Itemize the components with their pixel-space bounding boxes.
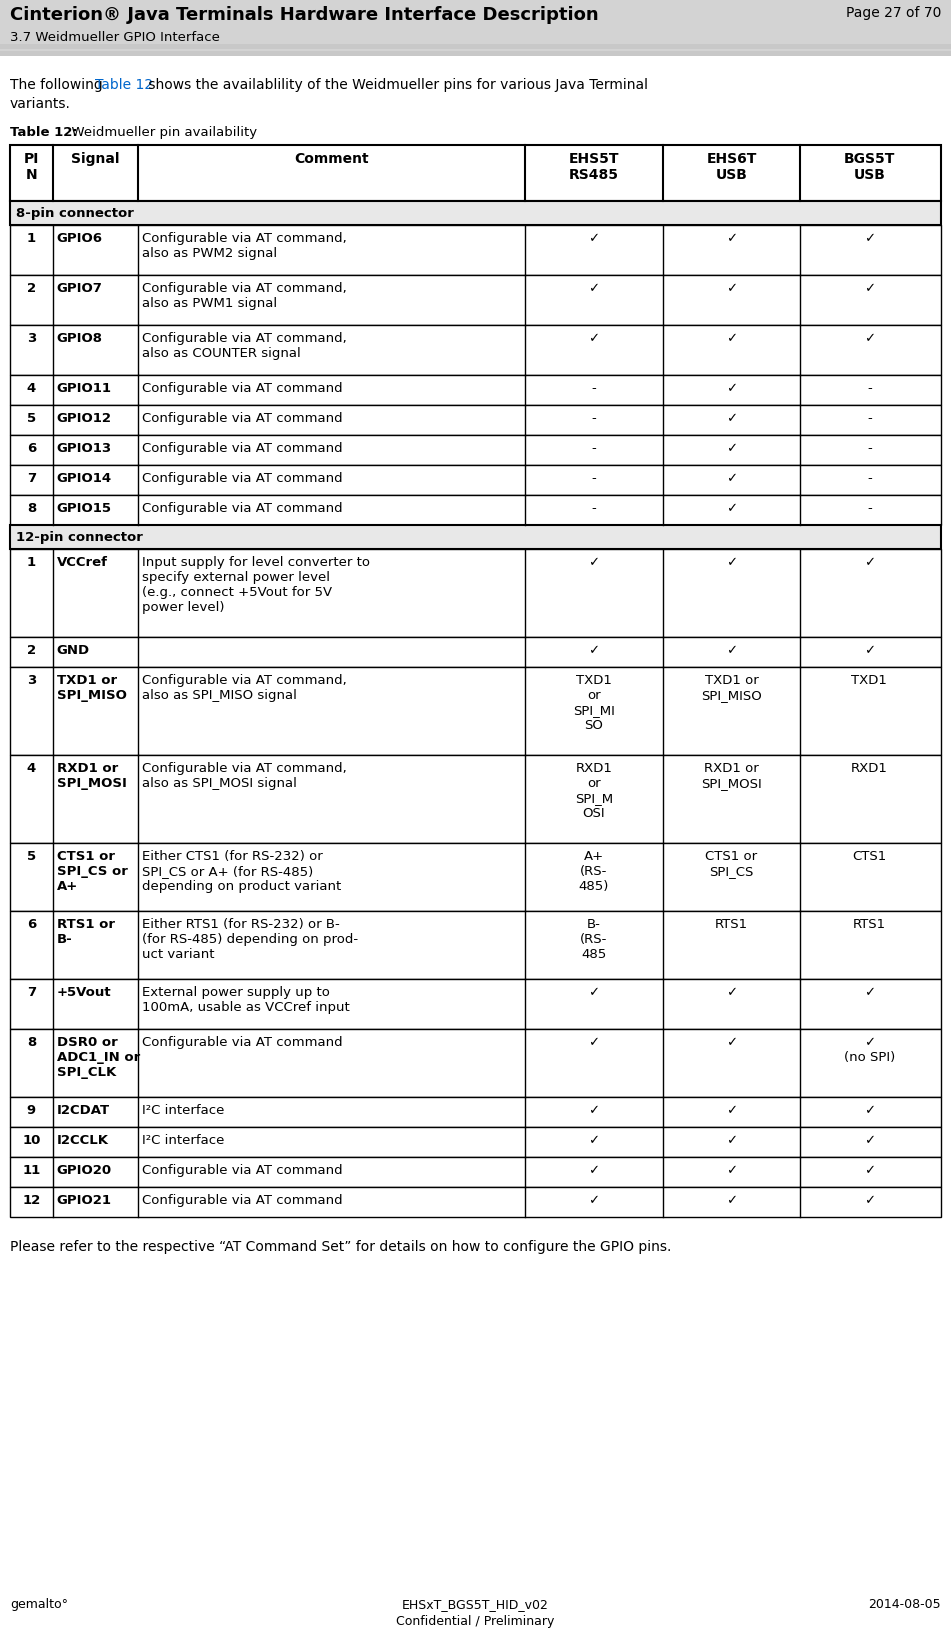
Text: Table 12:: Table 12: — [10, 126, 78, 139]
Text: -: - — [592, 472, 596, 485]
Text: ✓: ✓ — [726, 644, 737, 657]
Text: RTS1: RTS1 — [853, 918, 886, 931]
Text: ✓: ✓ — [726, 1164, 737, 1177]
Text: ✓: ✓ — [726, 411, 737, 425]
Text: -: - — [867, 443, 872, 454]
Text: 3: 3 — [27, 331, 36, 344]
Bar — [10, 436, 941, 465]
Text: VCCref: VCCref — [57, 556, 107, 569]
Text: Configurable via AT command: Configurable via AT command — [143, 411, 343, 425]
Bar — [10, 1128, 941, 1157]
Text: 7: 7 — [27, 472, 36, 485]
Text: shows the availablility of the Weidmueller pins for various Java Terminal: shows the availablility of the Weidmuell… — [145, 79, 649, 92]
Text: ✓: ✓ — [588, 1036, 599, 1049]
Text: Configurable via AT command,
also as PWM1 signal: Configurable via AT command, also as PWM… — [143, 282, 347, 310]
Text: RTS1: RTS1 — [715, 918, 748, 931]
Bar — [10, 1029, 941, 1098]
Text: ✓: ✓ — [588, 644, 599, 657]
Bar — [10, 549, 941, 638]
Text: 3.7 Weidmueller GPIO Interface: 3.7 Weidmueller GPIO Interface — [10, 31, 220, 44]
Text: TXD1 or
SPI_MISO: TXD1 or SPI_MISO — [57, 674, 126, 701]
Bar — [10, 667, 941, 756]
Bar — [0, 52, 951, 57]
Text: EHS6T
USB: EHS6T USB — [707, 152, 757, 182]
Text: Weidmueller pin availability: Weidmueller pin availability — [63, 126, 257, 139]
Text: 6: 6 — [27, 443, 36, 454]
Text: ✓: ✓ — [726, 502, 737, 515]
Text: GPIO13: GPIO13 — [57, 443, 112, 454]
Text: CTS1 or
SPI_CS: CTS1 or SPI_CS — [706, 849, 758, 877]
Bar — [10, 911, 941, 980]
Text: Either CTS1 (for RS-232) or
SPI_CS or A+ (for RS-485)
depending on product varia: Either CTS1 (for RS-232) or SPI_CS or A+… — [143, 849, 341, 893]
Text: External power supply up to
100mA, usable as VCCref input: External power supply up to 100mA, usabl… — [143, 985, 350, 1013]
Text: 8-pin connector: 8-pin connector — [16, 207, 134, 220]
Text: ✓: ✓ — [864, 1133, 875, 1146]
Text: 4: 4 — [27, 382, 36, 395]
Text: I2CDAT: I2CDAT — [57, 1103, 110, 1116]
Text: 9: 9 — [27, 1103, 36, 1116]
Text: GPIO21: GPIO21 — [57, 1193, 112, 1206]
Text: CTS1: CTS1 — [852, 849, 886, 862]
Text: ✓: ✓ — [726, 985, 737, 998]
Text: TXD1 or
SPI_MISO: TXD1 or SPI_MISO — [701, 674, 762, 701]
Bar — [10, 526, 941, 549]
Text: 2: 2 — [27, 644, 36, 657]
Text: RTS1 or
B-: RTS1 or B- — [57, 918, 115, 946]
Bar — [10, 980, 941, 1029]
Text: PI
N: PI N — [24, 152, 39, 182]
Text: 2: 2 — [27, 282, 36, 295]
Text: ✓: ✓ — [864, 644, 875, 657]
Text: 3: 3 — [27, 674, 36, 687]
Text: ✓: ✓ — [864, 282, 875, 295]
Text: variants.: variants. — [10, 97, 71, 111]
Text: ✓: ✓ — [726, 1036, 737, 1049]
Text: ✓: ✓ — [726, 1193, 737, 1206]
Text: GPIO20: GPIO20 — [57, 1164, 112, 1177]
Text: 6: 6 — [27, 918, 36, 931]
Text: 5: 5 — [27, 849, 36, 862]
Text: Configurable via AT command: Configurable via AT command — [143, 1036, 343, 1049]
Text: B-
(RS-
485: B- (RS- 485 — [580, 918, 608, 960]
Text: I²C interface: I²C interface — [143, 1133, 224, 1146]
Text: -: - — [592, 502, 596, 515]
Text: gemalto°: gemalto° — [10, 1596, 68, 1609]
Text: Configurable via AT command: Configurable via AT command — [143, 472, 343, 485]
Text: CTS1 or
SPI_CS or
A+: CTS1 or SPI_CS or A+ — [57, 849, 127, 893]
Bar — [10, 146, 941, 202]
Bar — [10, 495, 941, 526]
Text: ✓: ✓ — [588, 1164, 599, 1177]
Text: ✓: ✓ — [726, 443, 737, 454]
Bar — [10, 844, 941, 911]
Text: Signal: Signal — [71, 152, 120, 166]
Bar — [10, 226, 941, 275]
Text: ✓: ✓ — [726, 331, 737, 344]
Bar — [10, 756, 941, 844]
Text: -: - — [867, 411, 872, 425]
Text: ✓: ✓ — [588, 985, 599, 998]
Text: RXD1 or
SPI_MOSI: RXD1 or SPI_MOSI — [57, 762, 126, 790]
Text: RXD1 or
SPI_MOSI: RXD1 or SPI_MOSI — [701, 762, 762, 790]
Text: TXD1: TXD1 — [851, 674, 887, 687]
Text: 4: 4 — [27, 762, 36, 775]
Text: The following: The following — [10, 79, 107, 92]
Text: ✓: ✓ — [864, 1103, 875, 1116]
Text: -: - — [592, 411, 596, 425]
Text: Configurable via AT command: Configurable via AT command — [143, 1193, 343, 1206]
Text: EHSxT_BGS5T_HID_v02: EHSxT_BGS5T_HID_v02 — [402, 1596, 549, 1609]
Text: ✓: ✓ — [726, 472, 737, 485]
Text: Comment: Comment — [295, 152, 369, 166]
Bar — [10, 638, 941, 667]
Text: Configurable via AT command,
also as PWM2 signal: Configurable via AT command, also as PWM… — [143, 231, 347, 261]
Text: ✓: ✓ — [588, 1133, 599, 1146]
Text: Configurable via AT command: Configurable via AT command — [143, 443, 343, 454]
Text: Configurable via AT command: Configurable via AT command — [143, 502, 343, 515]
Text: ✓: ✓ — [588, 1103, 599, 1116]
Bar — [10, 202, 941, 226]
Text: Page 27 of 70: Page 27 of 70 — [845, 7, 941, 20]
Text: GPIO6: GPIO6 — [57, 231, 103, 244]
Text: ✓: ✓ — [726, 231, 737, 244]
Text: 2014-08-05: 2014-08-05 — [868, 1596, 941, 1609]
Text: Configurable via AT command,
also as COUNTER signal: Configurable via AT command, also as COU… — [143, 331, 347, 361]
Text: -: - — [867, 472, 872, 485]
Bar — [10, 465, 941, 495]
